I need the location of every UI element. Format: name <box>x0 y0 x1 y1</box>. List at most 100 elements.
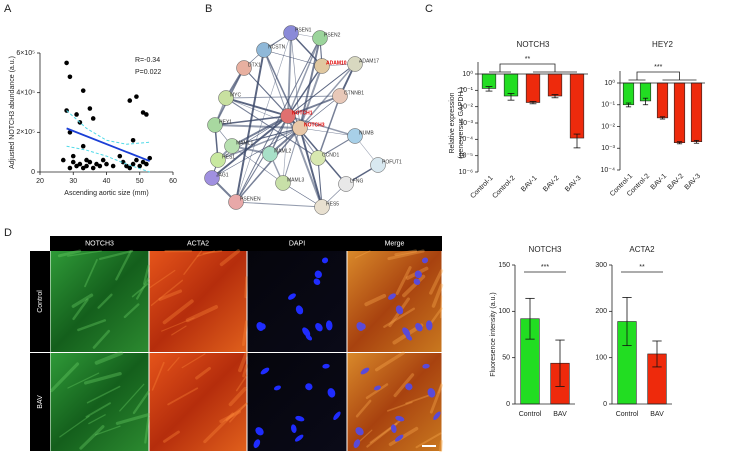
x-tick-label: BAV-3 <box>564 175 583 194</box>
cell-streak <box>84 258 98 288</box>
network-edge <box>282 127 301 184</box>
cell-streak <box>429 269 444 295</box>
bar <box>656 82 669 119</box>
cell-streak <box>242 364 248 378</box>
y-tick-label: 100 <box>498 308 510 315</box>
cell-streak <box>229 402 248 423</box>
cell-streak <box>123 303 140 319</box>
node-label: NOTCH1 <box>292 110 313 116</box>
network-edge <box>263 49 289 117</box>
network-node <box>204 170 220 186</box>
significance-label: *** <box>654 64 662 71</box>
significance-bracket <box>628 71 697 81</box>
nucleus <box>395 305 404 315</box>
point <box>80 143 86 149</box>
nucleus <box>433 411 441 421</box>
cell-streak <box>439 439 444 453</box>
cell-streak <box>439 295 443 319</box>
network-edge <box>235 37 321 203</box>
node-label: HES1 <box>222 154 235 160</box>
cell-streak <box>429 383 443 414</box>
network-node <box>347 128 363 144</box>
cell-streak <box>162 430 180 443</box>
row-header: BAV <box>37 395 44 409</box>
point <box>104 161 109 167</box>
cell-streak <box>167 387 199 406</box>
cell-streak <box>88 414 106 425</box>
node-label: MYC <box>230 92 242 98</box>
cell-streak <box>144 416 150 444</box>
nucleus <box>321 257 329 264</box>
cell-streak <box>386 401 413 412</box>
y-tick-label: 10⁻¹ <box>459 87 473 94</box>
nucleus <box>256 322 265 331</box>
bar <box>525 73 541 103</box>
nucleus <box>415 323 423 332</box>
nucleus <box>414 270 422 279</box>
node-label: NUMB <box>359 130 374 136</box>
node-label: NOTCH3 <box>304 122 325 128</box>
point <box>90 116 96 121</box>
network-node <box>283 25 299 41</box>
fit-line <box>66 127 151 162</box>
cell-streak <box>77 319 107 332</box>
nucleus <box>427 388 436 398</box>
cell-streak <box>83 371 122 385</box>
network-node <box>310 150 326 166</box>
cell-streak <box>50 362 80 393</box>
nucleus <box>253 439 261 449</box>
network-edge <box>225 95 341 99</box>
cell-streak <box>85 402 111 418</box>
point <box>74 163 79 169</box>
point <box>144 161 149 167</box>
nucleus <box>402 327 411 337</box>
row-header-bar <box>30 251 50 352</box>
nucleus <box>422 363 430 369</box>
network-edge <box>287 95 341 117</box>
micrograph <box>50 353 149 451</box>
point <box>147 155 153 161</box>
x-tick-label: BAV-3 <box>684 173 703 192</box>
point <box>140 110 146 115</box>
cell-streak <box>429 307 443 326</box>
network-node <box>292 120 308 136</box>
node-label: MAML3 <box>287 177 304 183</box>
cell-streak <box>394 249 418 257</box>
network-edge <box>211 127 301 179</box>
network-node <box>218 90 234 106</box>
nucleus <box>327 388 336 398</box>
node-label: ADAM10 <box>326 60 347 66</box>
node-label: LFNG <box>350 178 363 184</box>
cell-streak <box>167 356 180 372</box>
x-tick-label: 20 <box>36 178 44 185</box>
point <box>70 159 76 165</box>
point <box>137 163 143 169</box>
node-label: NCSTN <box>268 44 286 50</box>
cell-streak <box>219 410 241 424</box>
point <box>84 163 89 169</box>
cell-streak <box>402 274 426 298</box>
y-tick-label: 10⁻⁴ <box>459 136 474 143</box>
cell-streak <box>225 402 248 422</box>
network-node <box>207 117 223 133</box>
network-node <box>275 175 291 191</box>
cell-streak <box>136 277 150 300</box>
y-tick-label: 4×10⁵ <box>16 90 35 97</box>
cell-streak <box>388 426 419 447</box>
nucleus <box>360 367 370 375</box>
cell-streak <box>99 249 134 261</box>
nucleus <box>356 322 365 331</box>
y-tick-label: 0 <box>506 401 510 408</box>
network-node <box>314 199 330 215</box>
point <box>130 161 136 167</box>
node-label: ADAM17 <box>359 58 379 64</box>
cell-streak <box>387 249 425 261</box>
y-tick-label: 10⁻⁶ <box>459 169 473 176</box>
cell-streak <box>369 418 403 444</box>
y-tick-label: 50 <box>502 355 510 362</box>
node-label: CCND1 <box>322 152 339 158</box>
point <box>97 163 103 169</box>
nucleus <box>390 424 397 433</box>
y-tick-label: 100 <box>595 355 607 362</box>
